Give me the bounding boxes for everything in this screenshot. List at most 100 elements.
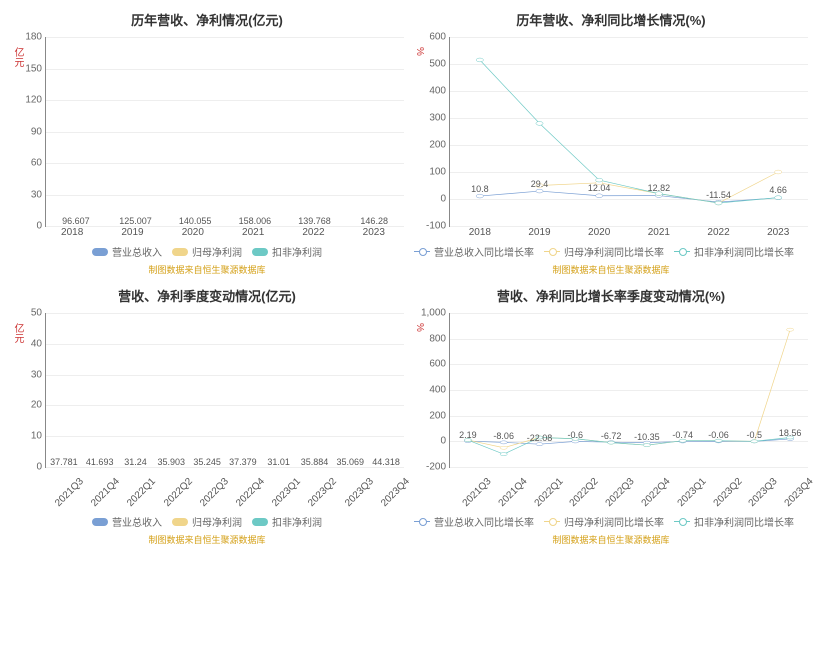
chart-annual-revenue: 历年营收、净利情况(亿元) 亿元 0 30 60 90 120 150 180 96.607 125… bbox=[10, 10, 404, 276]
chart-footer: 制图数据来自恒生聚源数据库 bbox=[414, 263, 808, 276]
bar-value-label: 146.28 bbox=[360, 216, 388, 226]
point-label: -8.06 bbox=[493, 431, 514, 441]
chart-title: 历年营收、净利同比增长情况(%) bbox=[414, 10, 808, 29]
y-tick: 600 bbox=[429, 359, 446, 370]
y-tick: 90 bbox=[31, 126, 42, 137]
point-label: 18.56 bbox=[779, 428, 802, 438]
x-tick: 2020 bbox=[163, 227, 223, 238]
y-tick: 1,000 bbox=[421, 308, 446, 319]
point-label: -10.35 bbox=[634, 432, 660, 442]
bar-value-label: 44.318 bbox=[372, 457, 400, 467]
bar-value-label: 96.607 bbox=[62, 216, 90, 226]
y-tick: 120 bbox=[25, 95, 42, 106]
chart-quarterly-revenue: 营收、净利季度变动情况(亿元) 亿元 0 10 20 30 40 50 37.781 41.693… bbox=[10, 286, 404, 546]
y-tick: 600 bbox=[429, 32, 446, 43]
bar-value-label: 37.781 bbox=[50, 457, 78, 467]
bar-value-label: 35.884 bbox=[301, 457, 329, 467]
x-tick: 2021 bbox=[223, 227, 283, 238]
chart-grid: 历年营收、净利情况(亿元) 亿元 0 30 60 90 120 150 180 96.607 125… bbox=[10, 10, 808, 546]
bar-value-label: 139.768 bbox=[298, 216, 331, 226]
y-tick: 400 bbox=[429, 86, 446, 97]
x-tick: 2019 bbox=[510, 227, 570, 238]
bar-value-label: 31.24 bbox=[124, 457, 147, 467]
y-axis-label: % bbox=[414, 47, 425, 56]
bar-value-label: 158.006 bbox=[239, 216, 272, 226]
bar-value-label: 125.007 bbox=[119, 216, 152, 226]
x-tick: 2023 bbox=[748, 227, 808, 238]
bar-value-label: 35.069 bbox=[337, 457, 365, 467]
chart-annual-growth: 历年营收、净利同比增长情况(%)% -100 0 100 200 300 400 500 600… bbox=[414, 10, 808, 276]
x-tick: 2019 bbox=[102, 227, 162, 238]
y-tick: 20 bbox=[31, 400, 42, 411]
point-label: 12.82 bbox=[648, 183, 671, 193]
point-label: -0.74 bbox=[672, 430, 693, 440]
chart-title: 历年营收、净利情况(亿元) bbox=[10, 10, 404, 29]
bar-value-label: 31.01 bbox=[267, 457, 290, 467]
bar-value-label: 35.903 bbox=[158, 457, 186, 467]
point-label: 2.19 bbox=[459, 430, 477, 440]
point-label: -0.5 bbox=[747, 430, 763, 440]
point-label: -11.54 bbox=[706, 190, 731, 200]
y-tick: 40 bbox=[31, 338, 42, 349]
y-tick: 100 bbox=[429, 167, 446, 178]
point-label: -0.06 bbox=[708, 430, 729, 440]
legend-item: 扣非净利润 bbox=[252, 244, 322, 259]
y-tick: 30 bbox=[31, 189, 42, 200]
y-tick: 200 bbox=[429, 410, 446, 421]
legend-item: 归母净利润同比增长率 bbox=[544, 244, 664, 259]
bar-value-label: 35.245 bbox=[193, 457, 221, 467]
x-tick: 2018 bbox=[450, 227, 510, 238]
x-tick: 2023 bbox=[344, 227, 404, 238]
legend-item: 营业总收入 bbox=[92, 244, 162, 259]
y-axis-label: 亿元 bbox=[10, 323, 25, 343]
point-label: -6.72 bbox=[601, 431, 622, 441]
chart-title: 营收、净利同比增长率季度变动情况(%) bbox=[414, 286, 808, 305]
chart-footer: 制图数据来自恒生聚源数据库 bbox=[10, 533, 404, 546]
point-label: -22.08 bbox=[527, 433, 553, 443]
plot-area: 0102030405037.78141.69331.2435.90335.245… bbox=[45, 313, 404, 468]
y-tick: 400 bbox=[429, 385, 446, 396]
plot-area: -100010020030040050060010.829.412.0412.8… bbox=[449, 37, 808, 227]
x-tick: 2022 bbox=[283, 227, 343, 238]
point-label: 4.66 bbox=[769, 185, 787, 195]
point-label: 29.4 bbox=[531, 179, 549, 189]
y-axis-label: 亿元 bbox=[10, 47, 25, 67]
bar-value-label: 37.379 bbox=[229, 457, 257, 467]
y-tick: 60 bbox=[31, 158, 42, 169]
legend: 营业总收入同比增长率归母净利润同比增长率扣非净利润同比增长率 bbox=[414, 244, 808, 259]
legend: 营业总收入归母净利润扣非净利润 bbox=[10, 244, 404, 259]
y-tick: 150 bbox=[25, 63, 42, 74]
y-tick: 0 bbox=[36, 221, 42, 232]
y-tick: 200 bbox=[429, 140, 446, 151]
y-tick: 0 bbox=[36, 462, 42, 473]
point-label: 12.04 bbox=[588, 183, 611, 193]
point-label: 10.8 bbox=[471, 184, 489, 194]
y-tick: 300 bbox=[429, 113, 446, 124]
legend-item: 归母净利润 bbox=[172, 244, 242, 259]
y-tick: 10 bbox=[31, 431, 42, 442]
chart-footer: 制图数据来自恒生聚源数据库 bbox=[10, 263, 404, 276]
legend-item: 扣非净利润同比增长率 bbox=[674, 244, 794, 259]
y-tick: 180 bbox=[25, 32, 42, 43]
chart-quarterly-growth: 营收、净利同比增长率季度变动情况(%)%-20002004006008001,0… bbox=[414, 286, 808, 546]
chart-footer: 制图数据来自恒生聚源数据库 bbox=[414, 533, 808, 546]
x-tick: 2021 bbox=[629, 227, 689, 238]
y-tick: -100 bbox=[426, 221, 446, 232]
y-tick: 30 bbox=[31, 369, 42, 380]
plot-area: -20002004006008001,0002.19-8.06-22.08-0.… bbox=[449, 313, 808, 468]
x-tick: 2018 bbox=[42, 227, 102, 238]
x-tick: 2020 bbox=[569, 227, 629, 238]
point-label: -0.6 bbox=[568, 430, 584, 440]
bar-value-label: 140.055 bbox=[179, 216, 212, 226]
bar-value-label: 41.693 bbox=[86, 457, 114, 467]
y-tick: -200 bbox=[426, 462, 446, 473]
x-tick: 2022 bbox=[689, 227, 749, 238]
chart-title: 营收、净利季度变动情况(亿元) bbox=[10, 286, 404, 305]
legend-item: 营业总收入同比增长率 bbox=[414, 244, 534, 259]
plot-area: 030609012015018096.607125.007140.055158.… bbox=[45, 37, 404, 227]
y-tick: 0 bbox=[440, 436, 446, 447]
y-tick: 800 bbox=[429, 333, 446, 344]
y-tick: 0 bbox=[440, 194, 446, 205]
y-tick: 50 bbox=[31, 308, 42, 319]
y-tick: 500 bbox=[429, 59, 446, 70]
